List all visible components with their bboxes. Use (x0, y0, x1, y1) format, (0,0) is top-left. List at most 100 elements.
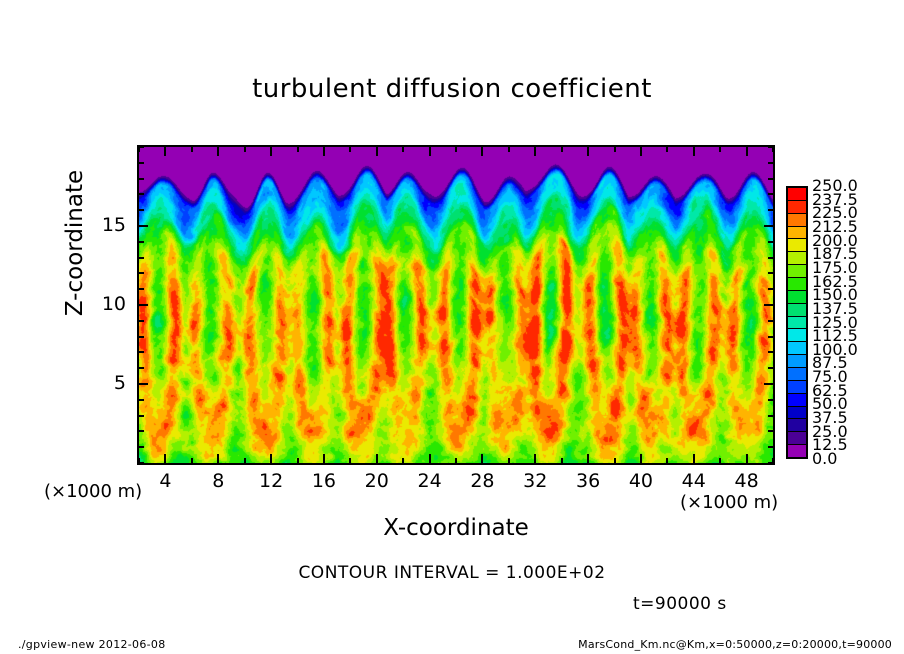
time-annotation: t=90000 s (633, 594, 727, 614)
x-unit-label-right: (×1000 m) (680, 492, 779, 513)
colorbar-tick-label: 150.0 (812, 285, 858, 305)
axis-tick (768, 256, 773, 259)
colorbar-tick-label: 162.5 (812, 271, 858, 291)
axis-tick (534, 454, 537, 463)
colorbar-band (788, 419, 806, 433)
axis-tick (613, 458, 616, 463)
axis-tick (764, 383, 773, 385)
axis-tick (270, 454, 273, 463)
x-tick-label: 40 (628, 470, 653, 492)
x-tick-label: 44 (681, 470, 706, 492)
axis-tick (772, 458, 774, 463)
axis-tick (768, 351, 773, 354)
colorbar-tick-label: 87.5 (812, 353, 848, 373)
axis-tick (768, 462, 773, 464)
x-unit-label-left: (×1000 m) (44, 481, 143, 502)
axis-tick (768, 177, 773, 180)
contour-plot-area (137, 145, 775, 465)
axis-tick (639, 147, 642, 156)
colorbar-tick-label: 37.5 (812, 408, 848, 428)
axis-tick (666, 458, 669, 463)
colorbar-band (788, 329, 806, 343)
footer-command: ./gpview-new 2012-06-08 (18, 638, 166, 651)
y-tick-label: 10 (101, 293, 126, 315)
colorbar-band (788, 187, 806, 201)
axis-tick (768, 209, 773, 212)
axis-tick (164, 147, 167, 156)
axis-tick (138, 458, 140, 463)
axis-tick (560, 147, 563, 152)
colorbar-band (788, 252, 806, 266)
x-tick-label: 28 (470, 470, 495, 492)
colorbar-band (788, 355, 806, 368)
turbulence-field-image (139, 147, 773, 463)
x-tick-label: 4 (159, 470, 172, 492)
axis-tick (139, 430, 144, 433)
x-tick-label: 36 (575, 470, 601, 492)
axis-tick (692, 454, 695, 463)
axis-tick (139, 446, 144, 449)
x-tick-label: 48 (734, 470, 759, 492)
colorbar-tick-label: 137.5 (812, 298, 858, 318)
x-tick-label: 20 (364, 470, 389, 492)
x-tick-label: 24 (417, 470, 442, 492)
colorbar-tick-labels: 0.0 12.5 25.0 37.5 50.0 62.5 75.0 87.5 100.0 112.… (812, 178, 882, 467)
colorbar-tick-label: 237.5 (812, 189, 858, 209)
colorbar-tick-label: 187.5 (812, 244, 858, 264)
axis-tick (639, 454, 642, 463)
axis-tick (139, 177, 144, 180)
colorbar-band (788, 226, 806, 240)
y-tick-label: 15 (101, 214, 126, 236)
axis-tick (322, 454, 325, 463)
colorbar-band (788, 380, 806, 394)
axis-tick (270, 147, 273, 156)
axis-tick (139, 272, 144, 275)
page-title: turbulent diffusion coefficient (252, 74, 652, 104)
axis-tick (296, 147, 299, 152)
axis-tick (768, 272, 773, 275)
axis-tick (764, 225, 773, 227)
axis-tick (139, 225, 148, 227)
colorbar-tick-label: 125.0 (812, 312, 858, 332)
axis-tick (764, 304, 773, 306)
colorbar-band (788, 393, 806, 407)
axis-tick (428, 147, 431, 156)
axis-tick (768, 193, 773, 196)
colorbar-band (788, 432, 806, 446)
axis-tick (243, 147, 246, 152)
x-tick-label: 12 (258, 470, 284, 492)
axis-tick (139, 193, 144, 196)
colorbar-tick-label: 12.5 (812, 435, 848, 455)
axis-tick (587, 454, 590, 463)
axis-tick (560, 458, 563, 463)
axis-tick (768, 319, 773, 322)
axis-tick (534, 147, 537, 156)
axis-tick (296, 458, 299, 463)
y-tick-label: 5 (113, 372, 126, 394)
axis-tick (349, 147, 352, 152)
axis-tick (190, 458, 193, 463)
colorbar-tick-label: 75.0 (812, 367, 848, 387)
axis-tick (768, 398, 773, 401)
axis-tick (768, 161, 773, 164)
axis-tick (139, 351, 144, 354)
colorbar-band (788, 316, 806, 330)
axis-tick (164, 454, 167, 463)
colorbar-band (788, 445, 806, 457)
axis-tick (139, 304, 148, 306)
colorbar-band (788, 239, 806, 253)
axis-tick (375, 147, 378, 156)
axis-tick (666, 147, 669, 152)
axis-tick (139, 414, 144, 417)
axis-tick (768, 430, 773, 433)
x-axis-title: X-coordinate (383, 515, 529, 541)
y-axis-title: Z-coordinate (62, 169, 88, 317)
axis-tick (139, 383, 148, 385)
colorbar-tick-label: 212.5 (812, 216, 858, 236)
axis-tick (768, 367, 773, 370)
colorbar-band (788, 200, 806, 214)
axis-tick (768, 240, 773, 243)
axis-tick (139, 335, 144, 338)
colorbar-band (788, 277, 806, 291)
axis-tick (139, 256, 144, 259)
